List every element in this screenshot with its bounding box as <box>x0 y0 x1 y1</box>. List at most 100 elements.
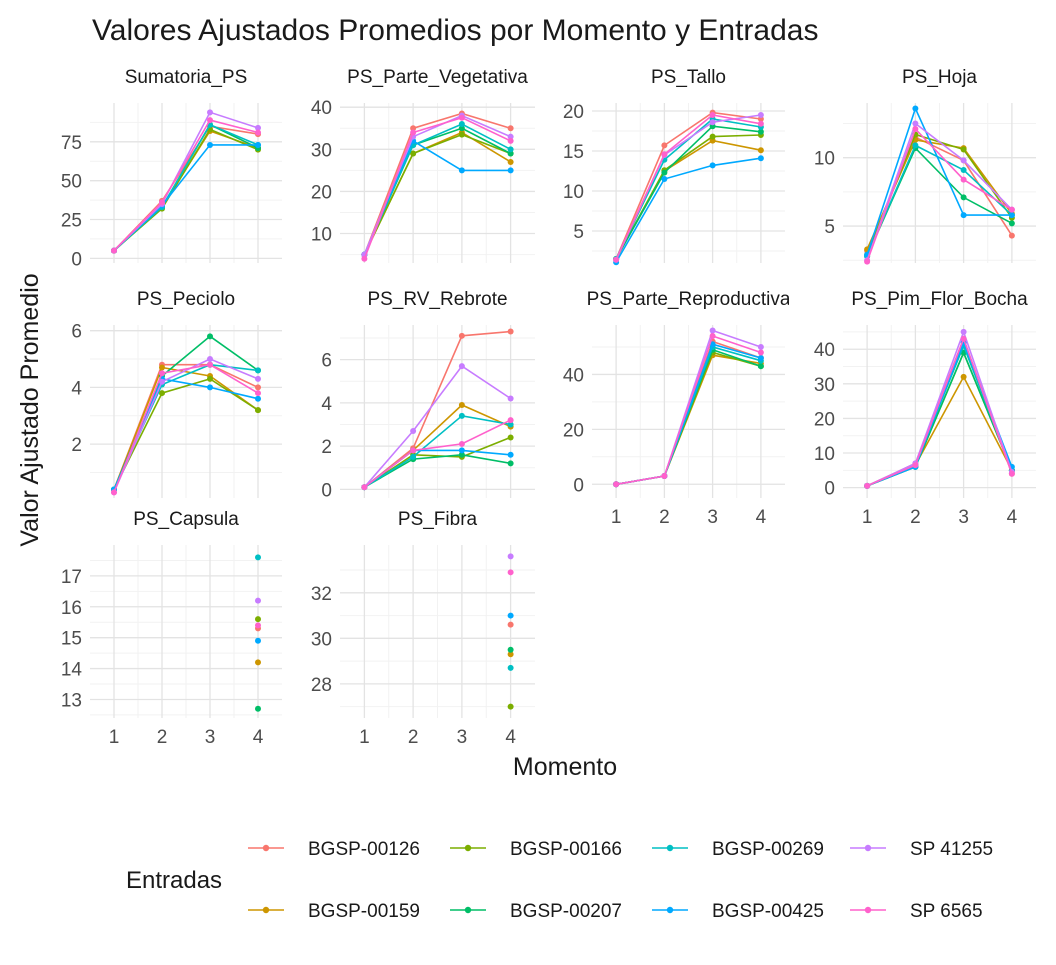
data-point-sp-6565 <box>410 129 417 136</box>
data-point-bgsp-00207 <box>458 451 465 458</box>
facet-sumatoria-ps: Sumatoria_PS 0 25 50 75 <box>61 67 282 270</box>
data-point-sp-41255 <box>757 112 764 118</box>
data-point-bgsp-00166 <box>410 150 417 157</box>
data-point-sp-6565 <box>757 349 764 356</box>
data-point-sp-6565 <box>912 462 919 469</box>
series-line-sp-41255 <box>113 358 259 493</box>
data-point-sp-41255 <box>912 120 919 127</box>
data-point-bgsp-00425 <box>1008 212 1015 219</box>
data-point-sp-6565 <box>507 417 514 424</box>
legend-item-bgsp-00166: BGSP-00166 <box>450 839 622 860</box>
x-tick-label: 2 <box>910 507 921 528</box>
data-point-sp-41255 <box>709 119 716 126</box>
data-point-sp-6565 <box>458 114 465 121</box>
data-point-bgsp-00269 <box>507 421 514 428</box>
series-line-bgsp-00126 <box>363 112 511 255</box>
y-tick-label: 6 <box>71 322 82 343</box>
data-point-sp-6565 <box>255 129 261 136</box>
data-point-bgsp-00425 <box>255 395 261 402</box>
data-point-bgsp-00269 <box>255 554 261 561</box>
data-point-bgsp-00269 <box>507 664 514 671</box>
y-tick-label: 40 <box>814 340 835 361</box>
facet-label: PS_Hoja <box>902 67 977 88</box>
y-tick-label: 30 <box>311 629 332 650</box>
data-point-sp-6565 <box>661 151 668 158</box>
data-point-sp-6565 <box>159 370 165 377</box>
data-point-sp-6565 <box>507 137 514 144</box>
data-point-bgsp-00166 <box>159 390 165 397</box>
data-point-sp-6565 <box>111 247 117 254</box>
series-line-sp-6565 <box>615 114 762 261</box>
data-point-bgsp-00207 <box>458 125 465 132</box>
data-point-bgsp-00126 <box>507 328 514 335</box>
series-line-bgsp-00207 <box>615 125 761 260</box>
y-tick-label: 0 <box>573 475 584 496</box>
x-tick-label: 3 <box>457 727 468 748</box>
data-point-sp-6565 <box>255 390 261 397</box>
data-point-bgsp-00269 <box>960 167 967 174</box>
data-point-sp-6565 <box>613 481 620 488</box>
y-axis-title: Valor Ajustado Promedio <box>16 273 44 546</box>
data-point-bgsp-00207 <box>1008 220 1015 227</box>
data-point-sp-41255 <box>507 553 514 560</box>
data-point-bgsp-00166 <box>507 703 514 710</box>
data-point-bgsp-00269 <box>410 453 417 460</box>
data-point-bgsp-00159 <box>960 373 967 380</box>
x-tick-label: 3 <box>958 507 969 528</box>
series-line-sp-6565 <box>363 116 511 260</box>
x-tick-label: 4 <box>253 727 264 748</box>
y-tick-label: 10 <box>563 182 584 203</box>
y-tick-label: 5 <box>573 222 584 243</box>
data-point-bgsp-00207 <box>507 150 514 157</box>
data-point-sp-41255 <box>709 327 716 334</box>
data-point-bgsp-00269 <box>912 142 919 149</box>
data-point-sp-6565 <box>757 120 764 127</box>
data-point-sp-6565 <box>507 569 514 576</box>
data-point-sp-6565 <box>255 622 261 629</box>
x-tick-label: 1 <box>611 507 622 528</box>
data-point-sp-41255 <box>255 124 261 131</box>
data-point-bgsp-00166 <box>207 375 213 382</box>
facet-label: PS_Pim_Flor_Bocha <box>851 289 1028 310</box>
data-point-sp-41255 <box>207 109 213 116</box>
facet-ps-peciolo: PS_Peciolo 2 4 6 <box>71 289 282 498</box>
y-tick-label: 4 <box>321 394 332 415</box>
data-point-bgsp-00269 <box>255 367 261 374</box>
series-line-bgsp-00166 <box>363 436 511 488</box>
data-point-sp-6565 <box>361 484 368 491</box>
series-line-sp-6565 <box>113 363 259 493</box>
data-point-bgsp-00207 <box>507 460 514 467</box>
data-point-sp-6565 <box>661 473 668 480</box>
x-tick-label: 4 <box>756 507 767 528</box>
series-line-bgsp-00207 <box>364 453 511 488</box>
legend-title: Entradas <box>126 867 222 894</box>
data-point-sp-41255 <box>458 363 465 370</box>
data-point-sp-41255 <box>507 395 514 402</box>
y-tick-label: 15 <box>563 142 584 163</box>
facet-label: PS_Parte_Vegetativa <box>347 67 528 88</box>
legend-key-point <box>864 906 872 914</box>
data-point-bgsp-00166 <box>960 146 967 153</box>
data-point-bgsp-00425 <box>709 162 716 169</box>
x-tick-label: 4 <box>505 727 516 748</box>
facet-ps-parte-vegetativa: PS_Parte_Vegetativa 10 20 30 40 <box>311 67 535 263</box>
data-point-sp-6565 <box>709 112 716 118</box>
chart-title: Valores Ajustados Promedios por Momento … <box>92 14 818 47</box>
facet-ps-tallo: PS_Tallo 5 10 15 20 <box>563 67 785 266</box>
data-point-sp-6565 <box>207 361 213 368</box>
legend-label: BGSP-00207 <box>510 901 622 922</box>
data-point-sp-6565 <box>207 117 213 124</box>
data-point-bgsp-00425 <box>458 167 465 174</box>
series-line-bgsp-00126 <box>363 330 511 488</box>
legend-item-sp-6565: SP 6565 <box>850 901 983 922</box>
data-point-sp-6565 <box>864 482 871 489</box>
data-point-sp-6565 <box>458 440 465 447</box>
data-point-bgsp-00425 <box>507 612 514 619</box>
series-line-sp-6565 <box>866 127 1013 262</box>
data-point-sp-6565 <box>864 258 871 265</box>
legend-label: BGSP-00269 <box>712 839 824 860</box>
y-tick-label: 6 <box>321 351 332 372</box>
series-line-sp-41255 <box>363 365 512 488</box>
series-line-bgsp-00425 <box>866 106 1012 256</box>
data-point-bgsp-00207 <box>661 169 668 176</box>
